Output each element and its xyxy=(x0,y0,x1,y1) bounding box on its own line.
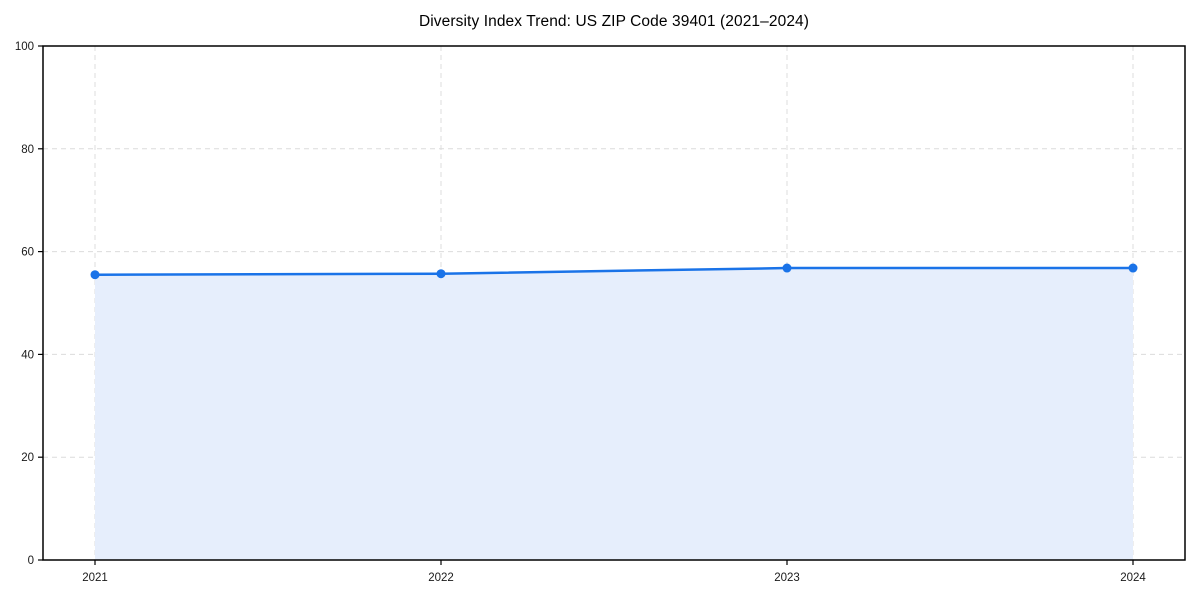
y-tick-label: 0 xyxy=(28,555,34,567)
x-tick-label: 2021 xyxy=(82,572,108,584)
trend-line xyxy=(93,266,1135,276)
data-point-marker xyxy=(1128,263,1138,273)
plot-border xyxy=(42,45,1186,561)
area-fill xyxy=(95,268,1133,560)
y-tick-label: 80 xyxy=(21,144,34,156)
y-tick-label: 20 xyxy=(21,452,34,464)
line-series xyxy=(93,266,1135,276)
area-series xyxy=(95,268,1133,560)
x-tick-label: 2024 xyxy=(1120,572,1146,584)
x-tick-label: 2022 xyxy=(428,572,454,584)
data-point-marker xyxy=(782,263,792,273)
x-tick-label: 2023 xyxy=(774,572,800,584)
data-point-markers xyxy=(90,263,1138,280)
x-axis: 2021 2022 2023 2024 xyxy=(82,560,1146,584)
y-axis: 0 20 40 60 80 100 xyxy=(15,41,43,567)
data-point-marker xyxy=(436,269,446,279)
plot-border-rect xyxy=(42,45,1186,561)
y-tick-label: 60 xyxy=(21,247,34,259)
data-point-marker xyxy=(90,270,100,280)
chart-title: Diversity Index Trend: US ZIP Code 39401… xyxy=(418,13,810,30)
y-tick-label: 100 xyxy=(15,41,34,53)
y-tick-label: 40 xyxy=(21,349,34,361)
